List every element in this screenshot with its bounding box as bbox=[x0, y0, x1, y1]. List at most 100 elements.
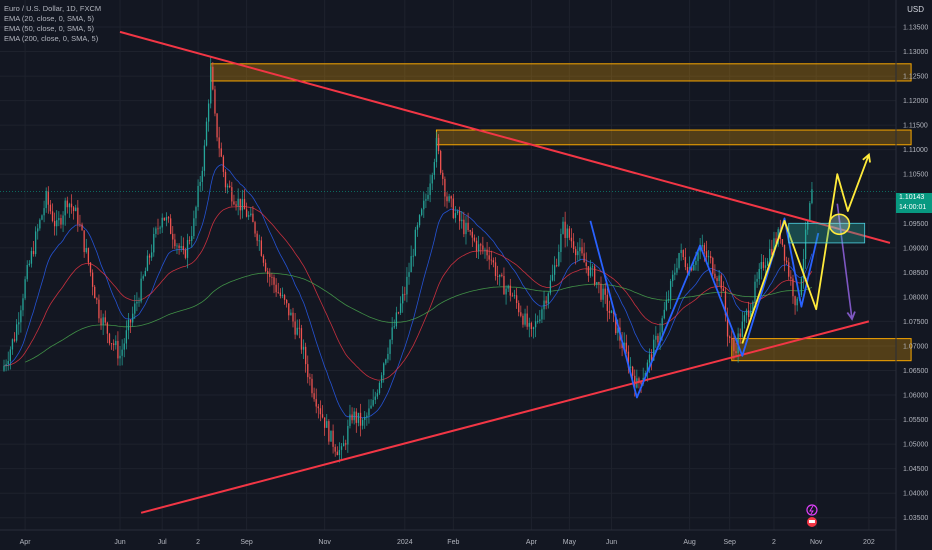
candle-body bbox=[197, 185, 199, 208]
candle-body bbox=[239, 198, 241, 211]
candle-body bbox=[591, 266, 594, 268]
candle-body bbox=[123, 343, 125, 350]
candle-body bbox=[406, 276, 408, 295]
price-tick-label: 1.08500 bbox=[903, 270, 928, 277]
candle-body bbox=[319, 408, 322, 415]
candle-body bbox=[650, 354, 653, 361]
candle-body bbox=[106, 322, 109, 334]
candle-body bbox=[705, 251, 708, 258]
candle-body bbox=[378, 382, 381, 394]
time-axis[interactable]: Apr Jun Jul 2 Sep Nov 2024 Feb Apr May Jun Aug Sep 2 N… bbox=[20, 539, 875, 546]
time-tick-label: Jun bbox=[606, 539, 617, 546]
time-tick-label: Nov bbox=[318, 539, 331, 546]
time-tick-label: 2 bbox=[196, 539, 200, 546]
candle-body bbox=[237, 198, 239, 206]
candle-body bbox=[345, 443, 347, 445]
candle-body bbox=[79, 224, 81, 226]
indicator-ema-200[interactable]: EMA (200, close, 0, SMA, 5) bbox=[4, 34, 99, 43]
candle-body bbox=[684, 257, 687, 268]
candle-body bbox=[34, 231, 37, 255]
price-tick-label: 1.12000 bbox=[903, 98, 928, 105]
candlesticks bbox=[0, 56, 896, 463]
candle-body bbox=[583, 253, 585, 263]
candle-body bbox=[720, 275, 722, 289]
candle-body bbox=[98, 299, 100, 319]
candle-body bbox=[47, 190, 49, 205]
candle-body bbox=[596, 282, 598, 285]
candle-body bbox=[188, 240, 191, 241]
candle-body bbox=[610, 310, 613, 313]
candle-body bbox=[355, 411, 357, 423]
last-price-value: 1.10143 bbox=[899, 194, 925, 201]
candle-body bbox=[501, 274, 503, 276]
candle-body bbox=[676, 267, 678, 273]
candle-body bbox=[718, 275, 720, 282]
candle-body bbox=[391, 327, 393, 340]
candle-body bbox=[81, 224, 83, 231]
candle-body bbox=[783, 244, 786, 261]
candle-body bbox=[334, 446, 336, 452]
candle-body bbox=[695, 261, 697, 265]
candle-body bbox=[102, 317, 104, 325]
candle-body bbox=[530, 322, 533, 330]
candle-body bbox=[454, 213, 457, 218]
candle-body bbox=[766, 261, 769, 266]
candle-body bbox=[269, 273, 271, 277]
candle-body bbox=[374, 396, 376, 400]
candle-body bbox=[212, 66, 214, 90]
indicator-ema-20[interactable]: EMA (20, close, 0, SMA, 5) bbox=[4, 14, 95, 23]
candle-body bbox=[710, 256, 712, 258]
symbol-title[interactable]: Euro / U.S. Dollar, 1D, FXCM bbox=[4, 4, 102, 13]
candle-body bbox=[45, 190, 47, 209]
candle-body bbox=[545, 300, 547, 304]
candle-body bbox=[682, 250, 684, 258]
ascending-trendline bbox=[140, 320, 870, 514]
candle-body bbox=[743, 315, 746, 322]
candle-body bbox=[788, 262, 790, 277]
price-tick-label: 1.12500 bbox=[903, 74, 928, 81]
candle-body bbox=[646, 362, 649, 374]
candle-body bbox=[433, 162, 435, 175]
candle-body bbox=[77, 207, 79, 225]
candle-body bbox=[138, 301, 140, 303]
candle-body bbox=[543, 300, 545, 310]
candle-body bbox=[758, 268, 760, 279]
ema-50-line bbox=[3, 205, 813, 381]
candle-body bbox=[796, 298, 798, 306]
candle-body bbox=[264, 262, 267, 272]
candle-body bbox=[623, 342, 625, 349]
candle-body bbox=[511, 295, 514, 297]
candle-body bbox=[714, 273, 716, 279]
price-tick-label: 1.11500 bbox=[903, 123, 928, 130]
currency-label[interactable]: USD bbox=[907, 5, 924, 14]
candle-body bbox=[473, 237, 476, 241]
candle-body bbox=[572, 241, 575, 250]
candle-body bbox=[332, 430, 334, 447]
price-axis[interactable]: 1.03500 1.04000 1.04500 1.05000 1.05500 1.060… bbox=[903, 24, 928, 522]
candle-body bbox=[307, 364, 309, 378]
candle-body bbox=[503, 275, 505, 295]
candle-body bbox=[182, 246, 184, 250]
price-tick-label: 1.13000 bbox=[903, 49, 928, 56]
candle-body bbox=[617, 327, 619, 334]
price-tick-label: 1.03500 bbox=[903, 515, 928, 522]
candle-body bbox=[193, 218, 195, 237]
candle-body bbox=[271, 276, 273, 278]
consolidation-box bbox=[788, 222, 866, 244]
indicator-ema-50[interactable]: EMA (50, close, 0, SMA, 5) bbox=[4, 24, 95, 33]
candle-body bbox=[427, 194, 429, 200]
candle-body bbox=[201, 170, 203, 182]
candle-body bbox=[585, 262, 587, 267]
candle-body bbox=[256, 233, 258, 241]
candle-body bbox=[423, 200, 425, 210]
candle-body bbox=[87, 248, 90, 263]
candle-body bbox=[250, 213, 252, 216]
candle-body bbox=[764, 265, 767, 268]
candle-body bbox=[469, 230, 471, 232]
candle-body bbox=[60, 218, 62, 225]
chart-grid bbox=[0, 0, 896, 530]
candle-body bbox=[22, 298, 24, 311]
price-zones bbox=[210, 63, 912, 362]
time-tick-label: Feb bbox=[447, 539, 459, 546]
